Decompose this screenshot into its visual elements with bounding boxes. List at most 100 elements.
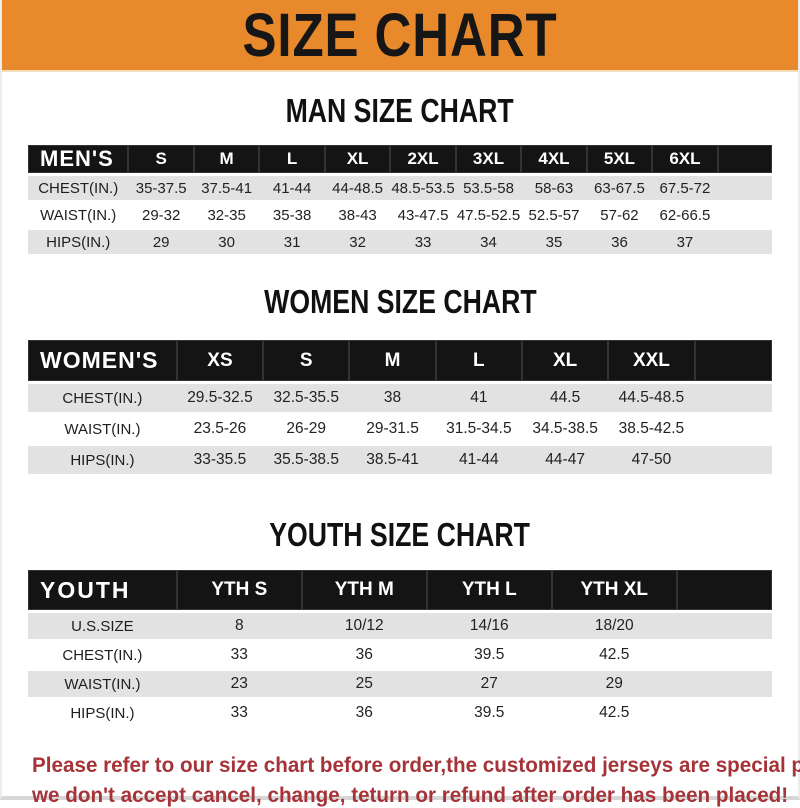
spacer-cell bbox=[694, 446, 772, 474]
spacer-cell bbox=[694, 415, 772, 443]
spacer-cell bbox=[676, 671, 772, 697]
spacer-cell bbox=[717, 203, 772, 227]
size-value-cell: 27 bbox=[426, 671, 552, 697]
size-value-cell: 42.5 bbox=[551, 642, 677, 668]
size-value-cell: 63-67.5 bbox=[586, 176, 653, 200]
size-value-cell: 43-47.5 bbox=[390, 203, 456, 227]
table-row: U.S.SIZE 8 10/12 14/16 18/20 bbox=[28, 613, 772, 639]
size-value-cell: 33 bbox=[176, 642, 302, 668]
size-value-cell: 29 bbox=[551, 671, 677, 697]
size-value-cell: 29 bbox=[128, 230, 194, 254]
women-size-table: WOMEN'S XS S M L XL XXL CHEST(IN.) 29.5-32.5 32.… bbox=[28, 337, 772, 477]
size-value-cell: 39.5 bbox=[426, 642, 552, 668]
note-line-1: Please refer to our size chart before or… bbox=[32, 753, 800, 777]
column-header: S bbox=[128, 145, 194, 173]
spacer-cell bbox=[717, 176, 772, 200]
size-value-cell: 41-44 bbox=[435, 446, 522, 474]
size-value-cell: 37.5-41 bbox=[193, 176, 260, 200]
size-value-cell: 32 bbox=[324, 230, 391, 254]
size-value-cell: 34 bbox=[455, 230, 522, 254]
men-section-heading: MAN SIZE CHART bbox=[2, 72, 798, 130]
size-value-cell: 36 bbox=[301, 700, 427, 726]
spacer-cell bbox=[676, 700, 772, 726]
table-row: WAIST(IN.) 23.5-26 26-29 29-31.5 31.5-34.5 34… bbox=[28, 415, 772, 443]
column-header: 3XL bbox=[455, 145, 522, 173]
table-row: CHEST(IN.) 35-37.5 37.5-41 41-44 44-48.5 48.5… bbox=[28, 176, 772, 200]
table-title-cell: WOMEN'S bbox=[28, 340, 177, 381]
column-header: XXL bbox=[608, 340, 695, 381]
section-men: MAN SIZE CHART MEN'S S M L XL 2XL 3XL 4XL 5XL 6XL… bbox=[2, 72, 798, 257]
row-label: WAIST(IN.) bbox=[28, 415, 177, 443]
table-row: WAIST(IN.) 29-32 32-35 35-38 38-43 43-47.5 47.… bbox=[28, 203, 772, 227]
size-value-cell: 29-32 bbox=[128, 203, 194, 227]
size-value-cell: 18/20 bbox=[551, 613, 677, 639]
column-header: XS bbox=[176, 340, 264, 381]
row-label: WAIST(IN.) bbox=[28, 203, 129, 227]
size-value-cell: 34.5-38.5 bbox=[521, 415, 609, 443]
row-label: HIPS(IN.) bbox=[28, 700, 177, 726]
table-row: HIPS(IN.) 33 36 39.5 42.5 bbox=[28, 700, 772, 726]
size-value-cell: 62-66.5 bbox=[652, 203, 718, 227]
size-value-cell: 35-38 bbox=[259, 203, 325, 227]
size-value-cell: 26-29 bbox=[263, 415, 350, 443]
spacer-cell bbox=[694, 384, 772, 412]
column-header: S bbox=[263, 340, 350, 381]
column-header: 5XL bbox=[586, 145, 653, 173]
men-size-table: MEN'S S M L XL 2XL 3XL 4XL 5XL 6XL CHEST(IN.) 35-3… bbox=[28, 142, 772, 257]
column-header: L bbox=[435, 340, 522, 381]
size-value-cell: 47-50 bbox=[608, 446, 695, 474]
size-value-cell: 23.5-26 bbox=[176, 415, 264, 443]
column-header: YTH M bbox=[301, 570, 427, 610]
size-value-cell: 39.5 bbox=[426, 700, 552, 726]
size-value-cell: 52.5-57 bbox=[521, 203, 587, 227]
size-value-cell: 32.5-35.5 bbox=[263, 384, 350, 412]
spacer-cell bbox=[694, 340, 772, 381]
column-header: 4XL bbox=[521, 145, 587, 173]
size-value-cell: 41 bbox=[435, 384, 522, 412]
note-line-2: we don't accept cancel, change, teturn o… bbox=[32, 783, 789, 807]
size-value-cell: 44.5 bbox=[521, 384, 609, 412]
size-value-cell: 29-31.5 bbox=[349, 415, 436, 443]
size-value-cell: 42.5 bbox=[551, 700, 677, 726]
column-header: 2XL bbox=[390, 145, 456, 173]
youth-section-heading-text: YOUTH SIZE CHART bbox=[269, 515, 531, 554]
table-row: CHEST(IN.) 33 36 39.5 42.5 bbox=[28, 642, 772, 668]
size-value-cell: 58-63 bbox=[521, 176, 587, 200]
column-header: 6XL bbox=[652, 145, 718, 173]
size-value-cell: 38 bbox=[349, 384, 436, 412]
women-section-heading: WOMEN SIZE CHART bbox=[2, 257, 798, 321]
size-value-cell: 57-62 bbox=[586, 203, 653, 227]
row-label: CHEST(IN.) bbox=[28, 176, 129, 200]
column-header: M bbox=[193, 145, 260, 173]
size-value-cell: 38-43 bbox=[324, 203, 391, 227]
size-value-cell: 35.5-38.5 bbox=[263, 446, 350, 474]
size-value-cell: 47.5-52.5 bbox=[455, 203, 522, 227]
column-header: L bbox=[259, 145, 325, 173]
column-header: XL bbox=[324, 145, 391, 173]
size-value-cell: 10/12 bbox=[301, 613, 427, 639]
size-value-cell: 35 bbox=[521, 230, 587, 254]
size-value-cell: 44-47 bbox=[521, 446, 609, 474]
size-value-cell: 37 bbox=[652, 230, 718, 254]
size-value-cell: 23 bbox=[176, 671, 302, 697]
row-label: WAIST(IN.) bbox=[28, 671, 177, 697]
column-header: YTH S bbox=[176, 570, 302, 610]
size-value-cell: 44-48.5 bbox=[324, 176, 391, 200]
spacer-cell bbox=[717, 145, 772, 173]
size-value-cell: 29.5-32.5 bbox=[176, 384, 264, 412]
page-title: SIZE CHART bbox=[242, 0, 558, 70]
row-label: U.S.SIZE bbox=[28, 613, 177, 639]
youth-section-heading: YOUTH SIZE CHART bbox=[2, 477, 798, 554]
spacer-cell bbox=[717, 230, 772, 254]
size-value-cell: 31.5-34.5 bbox=[435, 415, 522, 443]
row-label: HIPS(IN.) bbox=[28, 230, 129, 254]
row-label: CHEST(IN.) bbox=[28, 384, 177, 412]
table-row: WAIST(IN.) 23 25 27 29 bbox=[28, 671, 772, 697]
size-value-cell: 31 bbox=[259, 230, 325, 254]
table-title-cell: YOUTH bbox=[28, 570, 177, 610]
size-value-cell: 33 bbox=[390, 230, 456, 254]
size-value-cell: 33-35.5 bbox=[176, 446, 264, 474]
size-value-cell: 41-44 bbox=[259, 176, 325, 200]
column-header: YTH L bbox=[426, 570, 552, 610]
